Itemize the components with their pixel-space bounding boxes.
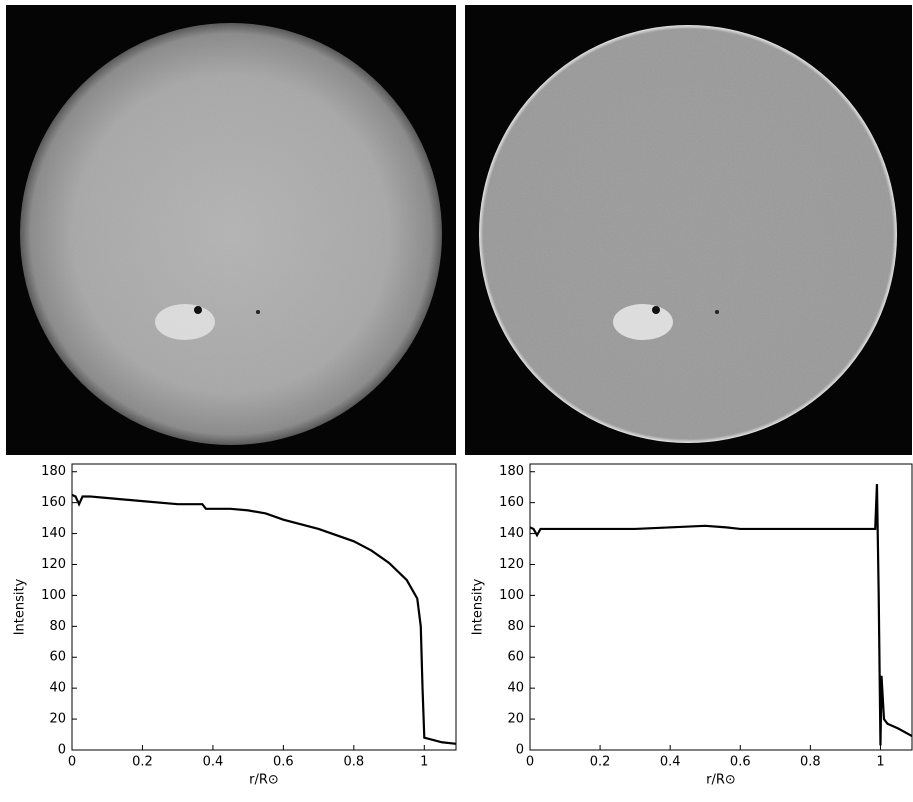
y-tick-label: 0 [516, 743, 524, 758]
y-tick-label: 80 [507, 619, 524, 634]
plot-frame [529, 463, 913, 751]
plot-frame [71, 463, 457, 751]
y-tick-label: 180 [499, 464, 524, 479]
y-axis-label: Intensity [13, 578, 28, 635]
x-axis-label: r/R⊙ [706, 773, 736, 788]
image-right [465, 5, 912, 455]
y-tick-label: 20 [49, 712, 66, 727]
x-tick-label: 0.4 [203, 755, 224, 770]
y-tick-label: 120 [499, 557, 524, 572]
y-tick-label: 40 [49, 681, 66, 696]
x-tick-label: 0.4 [660, 755, 681, 770]
x-tick-label: 0.8 [343, 755, 364, 770]
y-tick-label: 0 [58, 743, 66, 758]
image-left [6, 5, 456, 455]
y-tick-label: 80 [49, 619, 66, 634]
y-tick-label: 40 [507, 681, 524, 696]
y-axis-label: Intensity [471, 578, 486, 635]
y-tick-label: 100 [41, 588, 66, 603]
x-tick-label: 1 [876, 755, 884, 770]
line [529, 484, 913, 746]
y-tick-label: 140 [499, 526, 524, 541]
x-axis-label: r/R⊙ [249, 773, 279, 788]
x-tick-label: 0.2 [590, 755, 611, 770]
x-tick-label: 0.6 [730, 755, 751, 770]
y-tick-label: 180 [41, 464, 66, 479]
y-tick-label: 100 [499, 588, 524, 603]
y-tick-label: 20 [507, 712, 524, 727]
y-tick-label: 120 [41, 557, 66, 572]
y-tick-label: 160 [41, 495, 66, 510]
x-tick-label: 1 [420, 755, 428, 770]
x-tick-label: 0 [68, 755, 76, 770]
y-tick-label: 140 [41, 526, 66, 541]
y-tick-label: 60 [49, 650, 66, 665]
x-tick-label: 0.8 [800, 755, 821, 770]
x-tick-label: 0.6 [273, 755, 294, 770]
y-tick-label: 160 [499, 495, 524, 510]
x-tick-label: 0 [526, 755, 534, 770]
line [71, 493, 457, 745]
x-tick-label: 0.2 [132, 755, 153, 770]
y-tick-label: 60 [507, 650, 524, 665]
